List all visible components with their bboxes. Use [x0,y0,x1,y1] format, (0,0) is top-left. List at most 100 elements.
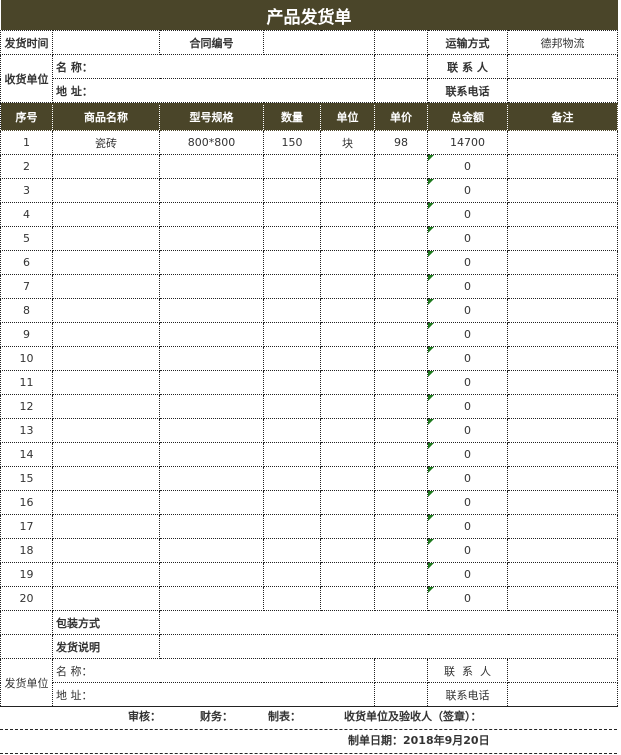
item-name-cell[interactable] [52,346,160,371]
item-total-cell[interactable]: 0 [427,586,508,611]
item-name-cell[interactable] [52,154,160,179]
item-price-cell[interactable] [374,274,428,299]
blank-cell[interactable] [374,54,428,79]
item-spec-cell[interactable]: 800*800 [159,130,264,155]
item-no-cell[interactable]: 16 [0,490,53,515]
item-remark-cell[interactable] [507,418,618,443]
item-price-cell[interactable] [374,154,428,179]
item-no-cell[interactable]: 6 [0,250,53,275]
item-remark-cell[interactable] [507,274,618,299]
item-unit-cell[interactable] [320,562,375,587]
item-qty-cell[interactable] [263,178,321,203]
item-price-cell[interactable] [374,466,428,491]
item-remark-cell[interactable] [507,226,618,251]
item-no-cell[interactable]: 9 [0,322,53,347]
item-name-cell[interactable] [52,514,160,539]
item-spec-cell[interactable] [159,202,264,227]
item-no-cell[interactable]: 15 [0,466,53,491]
item-price-cell[interactable] [374,442,428,467]
item-spec-cell[interactable] [159,394,264,419]
item-unit-cell[interactable] [320,586,375,611]
item-price-cell[interactable]: 98 [374,130,428,155]
blank-cell[interactable] [374,658,428,683]
item-qty-cell[interactable] [263,346,321,371]
item-qty-cell[interactable] [263,514,321,539]
item-no-cell[interactable]: 20 [0,586,53,611]
item-price-cell[interactable] [374,202,428,227]
item-total-cell[interactable]: 0 [427,466,508,491]
item-total-cell[interactable]: 0 [427,178,508,203]
item-spec-cell[interactable] [159,322,264,347]
item-total-cell[interactable]: 0 [427,250,508,275]
item-unit-cell[interactable] [320,274,375,299]
item-total-cell[interactable]: 0 [427,154,508,179]
item-spec-cell[interactable] [159,466,264,491]
sender-address-label[interactable]: 地 址： [52,682,375,707]
item-price-cell[interactable] [374,322,428,347]
item-total-cell[interactable]: 0 [427,514,508,539]
item-name-cell[interactable] [52,370,160,395]
item-unit-cell[interactable] [320,202,375,227]
item-price-cell[interactable] [374,490,428,515]
item-unit-cell[interactable] [320,394,375,419]
item-remark-cell[interactable] [507,298,618,323]
item-remark-cell[interactable] [507,394,618,419]
item-no-cell[interactable]: 4 [0,202,53,227]
item-name-cell[interactable] [52,298,160,323]
item-unit-cell[interactable] [320,442,375,467]
blank-cell[interactable] [374,682,428,707]
item-spec-cell[interactable] [159,346,264,371]
item-price-cell[interactable] [374,586,428,611]
item-qty-cell[interactable] [263,466,321,491]
item-spec-cell[interactable] [159,562,264,587]
item-name-cell[interactable] [52,178,160,203]
item-qty-cell[interactable] [263,394,321,419]
item-name-cell[interactable] [52,442,160,467]
transport-cell[interactable]: 德邦物流 [507,30,618,55]
item-remark-cell[interactable] [507,154,618,179]
item-spec-cell[interactable] [159,586,264,611]
item-qty-cell[interactable] [263,370,321,395]
item-remark-cell[interactable] [507,514,618,539]
item-remark-cell[interactable] [507,562,618,587]
item-no-cell[interactable]: 17 [0,514,53,539]
item-remark-cell[interactable] [507,250,618,275]
item-qty-cell[interactable] [263,226,321,251]
item-no-cell[interactable]: 1 [0,130,53,155]
item-total-cell[interactable]: 0 [427,442,508,467]
sender-phone-cell[interactable] [507,682,618,707]
item-name-cell[interactable] [52,562,160,587]
item-qty-cell[interactable] [263,322,321,347]
item-no-cell[interactable]: 13 [0,418,53,443]
packing-cell[interactable] [159,610,618,635]
item-qty-cell[interactable] [263,562,321,587]
item-price-cell[interactable] [374,298,428,323]
item-spec-cell[interactable] [159,538,264,563]
item-remark-cell[interactable] [507,538,618,563]
item-no-cell[interactable]: 12 [0,394,53,419]
item-spec-cell[interactable] [159,178,264,203]
item-no-cell[interactable]: 19 [0,562,53,587]
item-spec-cell[interactable] [159,370,264,395]
item-qty-cell[interactable] [263,490,321,515]
item-total-cell[interactable]: 0 [427,298,508,323]
item-name-cell[interactable] [52,394,160,419]
item-qty-cell[interactable] [263,586,321,611]
blank-cell[interactable] [374,78,428,103]
phone-cell[interactable] [507,78,618,103]
item-price-cell[interactable] [374,178,428,203]
item-qty-cell[interactable] [263,154,321,179]
contract-cell[interactable] [263,30,375,55]
item-name-cell[interactable] [52,274,160,299]
sender-contact-cell[interactable] [507,658,618,683]
item-remark-cell[interactable] [507,130,618,155]
item-spec-cell[interactable] [159,154,264,179]
item-unit-cell[interactable] [320,370,375,395]
item-name-cell[interactable] [52,226,160,251]
blank-cell[interactable] [374,30,428,55]
item-remark-cell[interactable] [507,370,618,395]
item-unit-cell[interactable] [320,298,375,323]
item-name-cell[interactable] [52,322,160,347]
item-spec-cell[interactable] [159,418,264,443]
item-price-cell[interactable] [374,538,428,563]
